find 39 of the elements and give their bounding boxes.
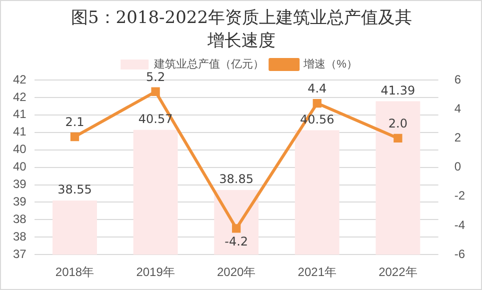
data-label: 5.2 bbox=[146, 70, 166, 84]
y2-tick-label: 6 bbox=[454, 72, 462, 86]
y-tick-label: 42 bbox=[12, 72, 27, 86]
data-label: -4.2 bbox=[224, 234, 248, 249]
data-label: 38.55 bbox=[58, 182, 92, 197]
data-label: 4.4 bbox=[308, 81, 327, 96]
y-tick-label: 38 bbox=[12, 212, 27, 226]
data-label: 2.0 bbox=[388, 116, 408, 130]
x-tick-label: 2019年 bbox=[136, 265, 175, 280]
chart-title: 图5：2018-2022年资质上建筑业总产值及其增长速度 bbox=[70, 7, 414, 53]
x-tick-label: 2020年 bbox=[216, 265, 256, 280]
legend-label: 建筑业总产值（亿元） bbox=[153, 58, 264, 71]
y2-tick-label: -2 bbox=[454, 188, 466, 203]
point bbox=[151, 87, 160, 96]
x-tick-label: 2018年 bbox=[55, 265, 94, 280]
y2-tick-label: -6 bbox=[454, 246, 466, 261]
data-label: 41.39 bbox=[380, 83, 416, 98]
y-tick-label: 38 bbox=[12, 229, 27, 244]
y2-tick-label: -4 bbox=[454, 218, 466, 232]
y-tick-label: 39 bbox=[12, 194, 27, 209]
data-label: 38.85 bbox=[219, 172, 254, 186]
point bbox=[312, 98, 322, 108]
y2-tick-label: 4 bbox=[454, 101, 462, 116]
point bbox=[394, 134, 402, 143]
y-tick-label: 41 bbox=[12, 124, 27, 139]
y-tick-label: 42 bbox=[12, 90, 27, 104]
data-label: 2.1 bbox=[65, 114, 84, 129]
y-tick-label: 37 bbox=[12, 246, 27, 261]
legend-label: 增速（%） bbox=[302, 58, 358, 71]
y-tick-label: 40 bbox=[12, 142, 27, 156]
x-tick-label: 2021年 bbox=[298, 265, 336, 280]
y-tick-label: 41 bbox=[12, 107, 27, 122]
point bbox=[232, 224, 241, 233]
y-tick-label: 40 bbox=[12, 160, 27, 174]
y-tick-label: 39 bbox=[12, 177, 27, 192]
y2-tick-label: 0 bbox=[454, 160, 462, 174]
x-tick-label: 2022年 bbox=[378, 265, 418, 280]
y2-tick-label: 2 bbox=[454, 130, 462, 145]
point bbox=[70, 132, 80, 142]
